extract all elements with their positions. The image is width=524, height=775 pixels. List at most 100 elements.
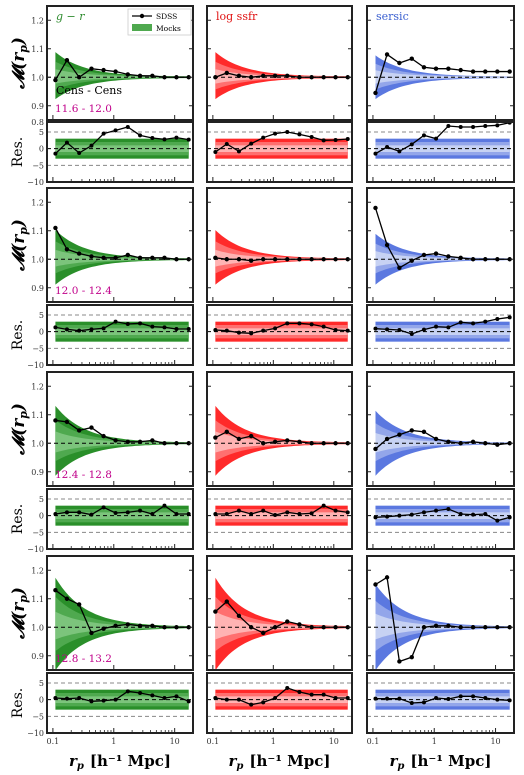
x-tick-label: 10 [170,737,180,746]
sdss-point [373,446,378,452]
y-tick-label: 0.9 [31,102,44,111]
y-tick-label: 1.0 [31,623,44,632]
res-point [495,317,500,321]
res-point [409,332,414,336]
res-point [138,321,143,326]
res-line [55,504,189,516]
mock-band-2sigma [215,241,348,274]
sdss-point [64,57,70,63]
res-band-1sigma [55,328,189,335]
mock-band-1sigma [215,431,348,453]
sdss-point [272,257,278,262]
res-point [77,510,82,515]
sdss-point [53,418,58,423]
res-point [113,319,118,324]
mock-band-2sigma [55,596,189,652]
y-axis-label: 𝓜(rp) [9,219,30,272]
res-tick-label: 0 [39,145,44,154]
res-point [297,512,302,516]
sdss-point [248,625,254,630]
mass-range-label: 12.8 - 13.2 [55,653,112,665]
res-tick-label: −5 [32,528,44,537]
res-point [333,138,338,142]
res-point [397,328,402,332]
sdss-point [470,439,476,445]
top-panel-1-2 [367,205,514,285]
sdss-point [89,630,94,636]
res-panel-1-1 [207,314,352,349]
top-panel-2-2 [367,410,514,476]
res-point [150,512,155,516]
x-tick-label: 1 [271,737,276,746]
sdss-point [433,251,439,256]
sdss-point [261,257,266,262]
res-tick-label: −10 [27,545,44,554]
res-point [345,696,350,700]
res-band-1sigma [215,328,348,335]
sdss-point [446,623,451,629]
sdss-point [458,255,463,261]
res-panel-3-1 [207,682,352,717]
x-tick-label: 0.1 [206,737,219,746]
sdss-point [384,575,390,580]
sdss-point [384,436,390,442]
res-point [186,327,191,331]
x-axis-label-sub: p [236,761,243,772]
y-axis-label-sub: p [17,45,30,53]
res-point [458,125,463,129]
sdss-point [297,257,302,262]
y-axis-label-main: 𝓜(r [9,234,29,272]
res-point [321,692,326,697]
top-panel-3-1 [207,577,352,670]
res-tick-label: 5 [39,495,44,504]
sdss-point [397,432,402,437]
res-point [409,701,414,705]
x-tick-label: 10 [329,737,339,746]
res-point [345,328,350,333]
top-panel-frame [366,555,515,671]
sdss-point [76,602,82,607]
res-point [53,512,58,516]
sdss-point [272,439,278,445]
res-band-1sigma [375,328,510,335]
sdss-point [101,626,106,631]
y-tick-label: 0.9 [31,652,44,661]
sdss-point [236,257,242,262]
res-point [309,322,314,327]
legend-sdss-label: SDSS [156,12,177,21]
y-tick-label: 1.0 [31,73,44,82]
sdss-point [113,69,118,74]
res-point [285,321,290,326]
res-band-1sigma [215,145,348,152]
mock-band-1sigma [375,613,510,640]
mock-band-1sigma [375,251,510,267]
res-point [162,137,167,142]
sdss-point [507,69,512,74]
sdss-point [137,73,143,79]
res-panel-frame [206,672,353,734]
x-tick-label: 0.1 [367,737,380,746]
x-axis-label-units: [h⁻¹ Mpc] [249,752,330,770]
res-point [385,327,390,332]
sdss-point [248,433,254,439]
res-point [150,324,155,329]
sdss-point [125,252,131,258]
sdss-point [397,659,402,664]
res-point [273,696,278,700]
sdss-point [113,438,118,443]
sdss-point [495,442,500,447]
sdss-point [470,625,476,630]
sdss-point [309,625,314,630]
res-panel-frame [206,121,353,183]
top-panel-frame [46,371,194,487]
top-panel-1-0 [47,225,193,285]
res-point [224,697,229,702]
res-point [113,128,118,133]
property-label: log ssfr [216,10,258,23]
sdss-point [433,436,439,442]
sdss-point [113,255,118,261]
sdss-point [483,69,488,74]
sample-annotation: Cens - Cens [56,84,122,97]
res-tick-label: −5 [32,712,44,721]
x-tick-label: 1 [111,737,116,746]
